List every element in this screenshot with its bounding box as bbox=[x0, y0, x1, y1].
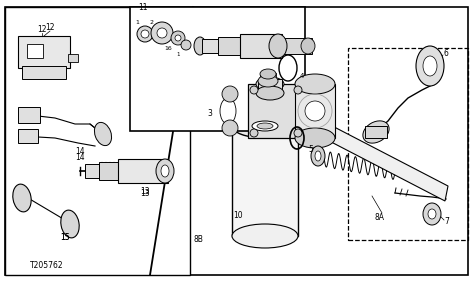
Ellipse shape bbox=[61, 210, 79, 238]
Ellipse shape bbox=[222, 120, 238, 136]
Text: 12: 12 bbox=[37, 25, 47, 35]
Bar bbox=[27, 44, 43, 58]
Text: 13: 13 bbox=[140, 190, 150, 198]
Bar bbox=[118, 159, 168, 183]
Text: 7: 7 bbox=[445, 217, 449, 227]
Ellipse shape bbox=[256, 77, 284, 91]
Bar bbox=[99, 162, 119, 180]
Ellipse shape bbox=[13, 184, 31, 212]
Ellipse shape bbox=[214, 91, 242, 131]
Ellipse shape bbox=[194, 37, 206, 55]
Bar bbox=[18, 129, 38, 143]
Ellipse shape bbox=[161, 165, 169, 177]
Ellipse shape bbox=[252, 121, 278, 131]
Text: 2: 2 bbox=[150, 19, 154, 25]
Ellipse shape bbox=[428, 209, 436, 219]
Bar bbox=[85, 164, 99, 178]
Ellipse shape bbox=[363, 121, 389, 143]
Polygon shape bbox=[310, 116, 448, 201]
Text: 14: 14 bbox=[75, 154, 85, 162]
Bar bbox=[228, 91, 288, 131]
Bar bbox=[18, 36, 70, 68]
Bar bbox=[18, 107, 40, 123]
Bar bbox=[295, 84, 335, 138]
Bar bbox=[5, 7, 190, 275]
Ellipse shape bbox=[232, 224, 298, 248]
Text: 16: 16 bbox=[164, 47, 172, 51]
Bar bbox=[260, 73, 276, 81]
Ellipse shape bbox=[423, 203, 441, 225]
Ellipse shape bbox=[256, 86, 284, 100]
Text: 15: 15 bbox=[60, 233, 70, 241]
Ellipse shape bbox=[305, 101, 325, 121]
Bar bbox=[348, 48, 468, 240]
Ellipse shape bbox=[157, 28, 167, 38]
Ellipse shape bbox=[175, 35, 181, 41]
Text: 12: 12 bbox=[45, 23, 55, 33]
Ellipse shape bbox=[181, 40, 191, 50]
Text: 4: 4 bbox=[300, 73, 304, 79]
Ellipse shape bbox=[269, 34, 287, 58]
Ellipse shape bbox=[232, 114, 298, 138]
Ellipse shape bbox=[301, 38, 315, 54]
Ellipse shape bbox=[250, 129, 258, 137]
Ellipse shape bbox=[156, 159, 174, 183]
Ellipse shape bbox=[171, 31, 185, 45]
Text: 1: 1 bbox=[176, 51, 180, 57]
Text: 5: 5 bbox=[309, 144, 313, 154]
Ellipse shape bbox=[141, 30, 149, 38]
Text: T205762: T205762 bbox=[30, 261, 64, 271]
Text: 14: 14 bbox=[75, 146, 85, 156]
Ellipse shape bbox=[294, 129, 302, 137]
Ellipse shape bbox=[260, 69, 276, 79]
Ellipse shape bbox=[295, 74, 335, 94]
Text: 6: 6 bbox=[444, 49, 448, 57]
Ellipse shape bbox=[295, 128, 335, 148]
Bar bbox=[22, 66, 66, 79]
Bar bbox=[248, 84, 313, 138]
Bar bbox=[218, 37, 242, 55]
Bar bbox=[365, 126, 387, 138]
Bar bbox=[68, 54, 78, 62]
Bar bbox=[130, 7, 305, 131]
Bar bbox=[202, 39, 220, 53]
Text: 3: 3 bbox=[208, 108, 212, 118]
Bar bbox=[280, 38, 312, 54]
Ellipse shape bbox=[294, 86, 302, 94]
Ellipse shape bbox=[257, 123, 273, 129]
Ellipse shape bbox=[137, 26, 153, 42]
Ellipse shape bbox=[258, 75, 278, 87]
Ellipse shape bbox=[250, 86, 258, 94]
Ellipse shape bbox=[315, 151, 321, 161]
Ellipse shape bbox=[220, 98, 236, 124]
Ellipse shape bbox=[311, 146, 325, 166]
Ellipse shape bbox=[222, 86, 238, 102]
Text: 15: 15 bbox=[60, 233, 70, 243]
Bar bbox=[232, 126, 298, 236]
Text: 13: 13 bbox=[140, 186, 150, 196]
Ellipse shape bbox=[416, 46, 444, 86]
Text: 11: 11 bbox=[138, 3, 148, 13]
Text: 1: 1 bbox=[135, 19, 139, 25]
Text: 8B: 8B bbox=[193, 235, 203, 243]
Ellipse shape bbox=[423, 56, 437, 76]
Text: 8A: 8A bbox=[375, 214, 385, 223]
Bar bbox=[240, 34, 282, 58]
Ellipse shape bbox=[94, 122, 111, 146]
Text: 10: 10 bbox=[233, 212, 243, 221]
Bar bbox=[258, 79, 282, 93]
Ellipse shape bbox=[151, 22, 173, 44]
